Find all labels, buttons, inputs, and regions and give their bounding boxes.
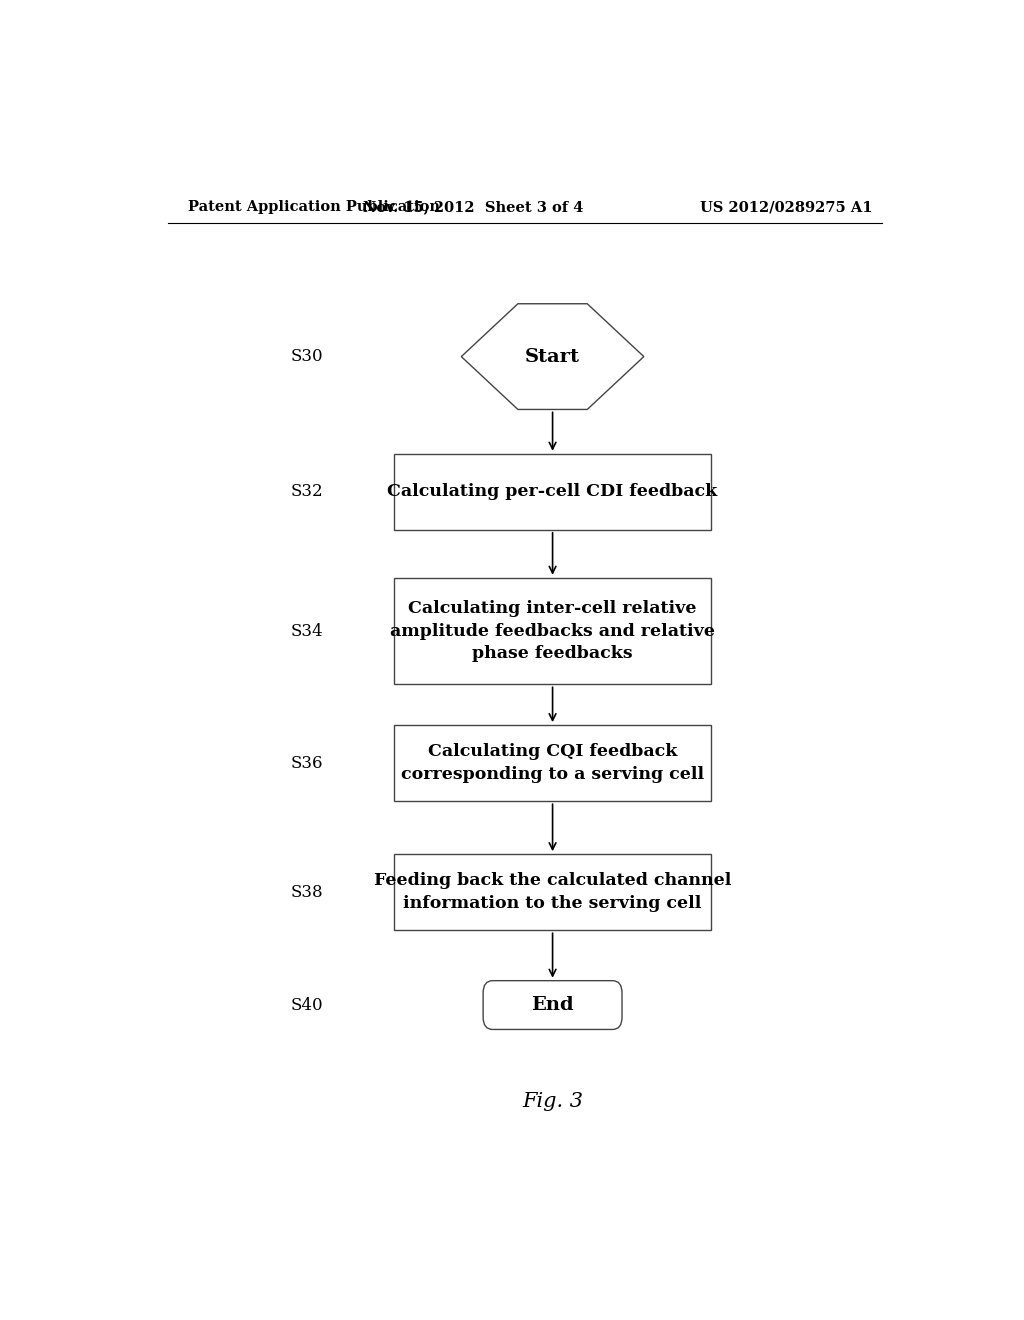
Text: S32: S32 [290, 483, 323, 500]
Text: Calculating CQI feedback
corresponding to a serving cell: Calculating CQI feedback corresponding t… [401, 743, 705, 783]
Text: Patent Application Publication: Patent Application Publication [187, 201, 439, 214]
Text: S38: S38 [290, 884, 323, 900]
Text: S30: S30 [290, 348, 323, 366]
Text: Start: Start [525, 347, 580, 366]
Text: Calculating inter-cell relative
amplitude feedbacks and relative
phase feedbacks: Calculating inter-cell relative amplitud… [390, 599, 715, 663]
Text: S36: S36 [291, 755, 323, 772]
Text: S40: S40 [290, 997, 323, 1014]
Text: Fig. 3: Fig. 3 [522, 1092, 583, 1111]
Text: S34: S34 [290, 623, 323, 639]
Text: Feeding back the calculated channel
information to the serving cell: Feeding back the calculated channel info… [374, 873, 731, 912]
Text: End: End [531, 997, 573, 1014]
Text: Calculating per-cell CDI feedback: Calculating per-cell CDI feedback [387, 483, 718, 500]
Text: US 2012/0289275 A1: US 2012/0289275 A1 [700, 201, 872, 214]
Text: Nov. 15, 2012  Sheet 3 of 4: Nov. 15, 2012 Sheet 3 of 4 [364, 201, 584, 214]
